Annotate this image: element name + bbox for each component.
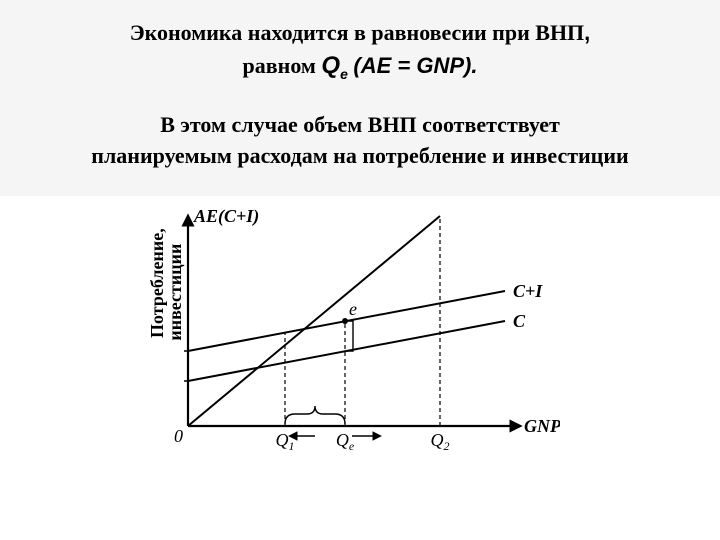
header-para2-l1: В этом случае объем ВНП соответствует xyxy=(20,110,700,141)
svg-text:C+I: C+I xyxy=(513,281,543,301)
svg-text:AE(C+I): AE(C+I) xyxy=(193,206,259,227)
svg-text:C: C xyxy=(513,311,526,331)
header-line1-text: Экономика находится в равновесии при ВНП xyxy=(130,20,584,45)
header-line1: Экономика находится в равновесии при ВНП… xyxy=(20,18,700,49)
keynesian-cross-chart: AE(C+I) GNP 0 C+I Ce Q1 Qe Q2 xyxy=(140,206,560,466)
ae-equals: (AE = GNP). xyxy=(353,53,477,78)
header-para2-l2: планируемым расходам на потребление и ин… xyxy=(20,141,700,172)
svg-text:0: 0 xyxy=(174,426,183,446)
q-symbol: Qe xyxy=(321,52,347,79)
header-paragraph-2: В этом случае объем ВНП соответствует пл… xyxy=(20,110,700,172)
header-text-box: Экономика находится в равновесии при ВНП… xyxy=(0,0,720,196)
header-line2-before: равном xyxy=(243,53,322,78)
svg-text:Q2: Q2 xyxy=(431,430,450,453)
chart-container: Потребление,инвестиции AE(C+I)GNP0C+ICeQ… xyxy=(0,196,720,516)
header-line2: равном Qe (AE = GNP). xyxy=(20,49,700,84)
svg-text:Qe: Qe xyxy=(336,430,355,453)
svg-text:Q1: Q1 xyxy=(276,430,295,453)
svg-text:e: e xyxy=(349,299,357,319)
svg-text:GNP: GNP xyxy=(524,416,560,436)
header-comma: , xyxy=(584,20,590,45)
